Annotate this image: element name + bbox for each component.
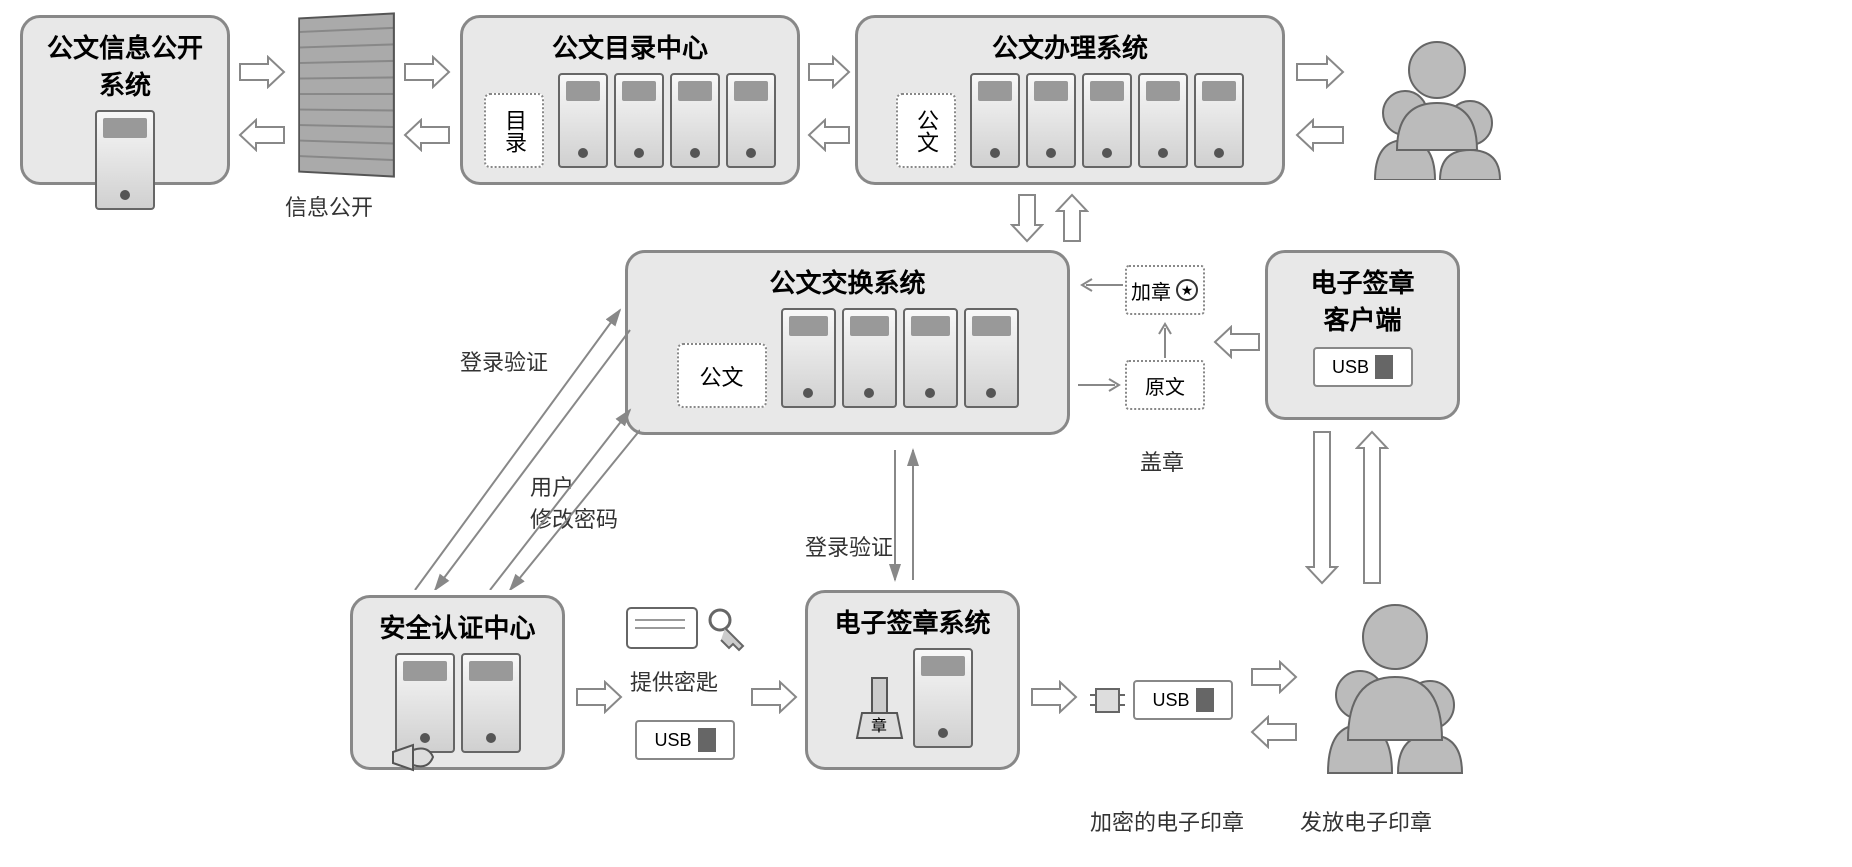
box-title: 电子签章 客户端 [1278,263,1447,337]
doc-tag: 公文 [677,343,767,408]
arrow-right-icon [1030,680,1078,714]
add-seal-tag: 加章 ★ [1125,265,1205,315]
stamp-icon: 章 [852,673,907,748]
server-icon [1194,73,1244,168]
box-title: 公文办理系统 [868,28,1272,65]
arrow-up-icon [1355,430,1389,585]
arrow-left-icon [807,118,851,152]
arrow-left-icon [1250,715,1298,749]
server-icon [842,308,897,408]
server-icon [1082,73,1132,168]
arrow-right-icon [238,55,286,89]
firewall-icon [298,12,395,177]
arrow-up-icon [1055,193,1089,243]
box-title: 安全认证中心 [363,608,552,645]
catalog-center: 公文目录中心 目录 [460,15,800,185]
arrow-down-icon [1010,193,1044,243]
svg-text:★: ★ [1181,282,1194,298]
server-icon [395,653,455,753]
encrypted-usb-group: USB [1090,680,1233,720]
users-icon [1355,35,1510,185]
signature-client: 电子签章 客户端 USB [1265,250,1460,420]
arrow-icon [1078,275,1123,295]
arrow-right-icon [403,55,451,89]
box-title: 公文信息公开 系统 [33,28,217,102]
server-icon [1138,73,1188,168]
server-icon [95,110,155,210]
diagonal-arrows [350,290,640,590]
issue-seal-label: 发放电子印章 [1300,805,1432,837]
provide-key-label: 提供密匙 [630,665,718,697]
server-icon [670,73,720,168]
signature-system: 电子签章系统 章 [805,590,1020,770]
arrow-icon [1078,375,1123,395]
processing-system: 公文办理系统 公文 [855,15,1285,185]
megaphone-icon [388,740,438,775]
server-icon [913,648,973,748]
chip-icon [1090,683,1125,718]
arrow-right-icon [1250,660,1298,694]
encrypted-seal-label: 加密的电子印章 [1090,805,1244,837]
arrow-left-icon [238,118,286,152]
server-icon [558,73,608,168]
usb-icon: USB [635,720,735,760]
svg-text:章: 章 [871,717,887,735]
usb-icon: USB [1313,347,1413,387]
box-title: 公文目录中心 [473,28,787,65]
box-title: 电子签章系统 [818,603,1007,640]
server-icon [970,73,1020,168]
arrow-left-icon [403,118,451,152]
firewall-label: 信息公开 [285,190,373,222]
seal-label: 盖章 [1140,445,1184,477]
server-icon [614,73,664,168]
vertical-thin-arrows [885,445,925,585]
box-title: 公文交换系统 [638,263,1057,300]
star-seal-icon: ★ [1175,278,1199,302]
server-icon [903,308,958,408]
exchange-system: 公文交换系统 公文 [625,250,1070,435]
arrow-left-icon [1213,325,1261,359]
arrow-icon [1155,320,1175,358]
arrow-right-icon [750,680,798,714]
original-tag: 原文 [1125,360,1205,410]
security-center: 安全认证中心 [350,595,565,770]
doc-tag: 公文 [896,93,956,168]
arrow-right-icon [1295,55,1345,89]
users-icon [1310,595,1470,780]
arrow-right-icon [575,680,623,714]
server-icon [781,308,836,408]
doc-tag: 目录 [484,93,544,168]
arrow-down-icon [1305,430,1339,585]
server-icon [964,308,1019,408]
server-icon [1026,73,1076,168]
server-icon [726,73,776,168]
card-key-icon [625,600,745,660]
login-verify-label: 登录验证 [805,530,893,562]
arrow-right-icon [807,55,851,89]
usb-icon: USB [1133,680,1233,720]
arrow-left-icon [1295,118,1345,152]
server-icon [461,653,521,753]
info-disclosure-system: 公文信息公开 系统 [20,15,230,185]
